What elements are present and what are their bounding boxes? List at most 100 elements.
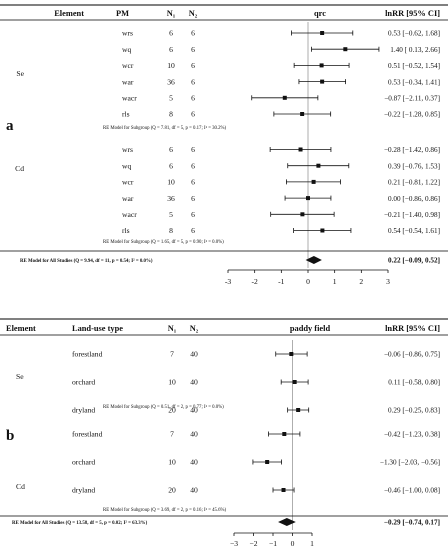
panel-b-cd-orchard-point — [265, 460, 270, 464]
panel-b-cd-dryland-point — [281, 488, 286, 492]
panel-a-cd-rls-label: rls — [122, 226, 130, 235]
panel-a-x-tick-label-3: 0 — [306, 277, 310, 286]
panel-a-se-wcr-point — [319, 63, 324, 68]
panel-a-header-plot: qrc — [314, 9, 326, 18]
panel-b-x-tick-label-0: −3 — [230, 539, 238, 548]
panel-b-cd-forestland-n2: 40 — [190, 430, 198, 439]
panel-a-header-n1: N₁ — [167, 9, 176, 18]
panel-a-cd-rls-ci-text: 0.54 [−0.54, 1.61] — [388, 227, 440, 235]
panel-a-cd-wacr-n2: 6 — [191, 210, 195, 219]
panel-a-se-war-label: war — [122, 77, 134, 86]
panel-a-se-wrs-n1: 6 — [169, 29, 173, 38]
panel-a-overall-diamond — [305, 256, 322, 264]
panel-a-header-ci: lnRR [95% CI] — [385, 9, 440, 18]
panel-a-cd-wrs-label: wrs — [122, 145, 133, 154]
panel-a-cd-wrs-n2: 6 — [191, 145, 195, 154]
panel-a-se-wrs-ci-text: 0.53 [−0.62, 1.68] — [388, 30, 440, 38]
panel-b-overall-diamond — [278, 518, 296, 526]
panel-a-se-wacr-point — [282, 95, 287, 100]
panel-a-group-label-cd: Cd — [15, 164, 24, 173]
panel-b-se-orchard-n2: 40 — [190, 378, 198, 387]
panel-a-x-tick-label-5: 2 — [359, 277, 363, 286]
panel-a-x-tick-label-2: -1 — [278, 277, 285, 286]
panel-a-cd-wrs-n1: 6 — [169, 145, 173, 154]
panel-b-header-plot: paddy field — [290, 324, 331, 333]
panel-a-group-label-se: Se — [16, 69, 24, 78]
panel-b-group-label-se: Se — [16, 372, 24, 381]
panel-b-se-orchard-label: orchard — [72, 378, 95, 387]
panel-b-x-tick-label-2: −1 — [269, 539, 277, 548]
panel-b-se-forestland-ci-text: −0.06 [−0.86, 0.75] — [384, 351, 440, 359]
panel-a-se-wacr-ci-text: −0.87 [−2.11, 0.37] — [384, 95, 440, 103]
panel-a-se-war-point — [320, 79, 325, 84]
panel-a-header-group: Element — [54, 9, 84, 18]
panel-b-se-forestland-point — [289, 352, 294, 356]
panel-a-se-wrs-label: wrs — [122, 29, 133, 38]
panel-a-se-wq-label: wq — [122, 45, 131, 54]
panel-a-x-tick-label-0: -3 — [225, 277, 232, 286]
panel-b-cd-forestland-label: forestland — [72, 430, 103, 439]
panel-a-cd-wq-ci-text: 0.39 [−0.76, 1.53] — [388, 162, 440, 170]
panel-a-cd-wrs-ci-text: −0.28 [−1.42, 0.86] — [384, 146, 440, 154]
panel-b-cd-orchard-n2: 40 — [190, 458, 198, 467]
panel-a-se-rls-n1: 8 — [169, 110, 173, 119]
panel-a-cd-wq-n1: 6 — [169, 161, 173, 170]
panel-a-cd-wq-label: wq — [122, 161, 131, 170]
panel-b-cd-orchard-label: orchard — [72, 458, 95, 467]
panel-a-se-wacr-label: wacr — [122, 94, 137, 103]
panel-a-cd-wacr-label: wacr — [122, 210, 137, 219]
panel-a-cd-wq-point — [316, 163, 321, 168]
panel-a-overall-label: RE Model for All Studies (Q = 9.94, df =… — [20, 258, 153, 264]
panel-b-cd-forestland-ci-text: −0.42 [−1.23, 0.38] — [384, 431, 440, 439]
panel-a-header-sub: PM — [116, 9, 129, 18]
panel-a-cd-war-point — [306, 196, 310, 201]
panel-a-cd-wacr-ci-text: −0.21 [−1.40, 0.98] — [384, 211, 440, 219]
panel-b-cd-dryland-n2: 40 — [190, 486, 198, 495]
panel-b-x-tick-label-4: 1 — [310, 539, 314, 548]
panel-a-label: a — [6, 118, 14, 134]
panel-a-cd-war-n2: 6 — [191, 194, 195, 203]
panel-a-header-n2: N₂ — [189, 9, 198, 18]
panel-b-header-n1: N₁ — [168, 324, 177, 333]
panel-b-se-orchard-n1: 10 — [168, 378, 176, 387]
panel-b-overall-ci-text: −0.29 [−0.74, 0.17] — [384, 519, 440, 527]
panel-a-cd-wcr-point — [311, 179, 316, 184]
panel-a-se-wcr-n1: 10 — [167, 61, 175, 70]
panel-a-se-wcr-label: wcr — [122, 61, 134, 70]
panel-b-cd-dryland-ci-text: −0.46 [−1.00, 0.08] — [384, 487, 440, 495]
panel-a-cd-war-label: war — [122, 194, 134, 203]
panel-a-overall-ci-text: 0.22 [−0.09, 0.52] — [388, 257, 440, 265]
panel-b-cd-forestland-point — [282, 432, 287, 436]
panel-a-se-wrs-n2: 6 — [191, 29, 195, 38]
panel-b-header-sub: Land-use type — [72, 324, 123, 333]
panel-a-subgroup-note-se: RE Model for Subgroup (Q = 7.81, df = 5,… — [103, 125, 227, 131]
panel-b-cd-orchard-n1: 10 — [168, 458, 176, 467]
panel-b-overall-label: RE Model for All Studies (Q = 13.58, df … — [12, 520, 148, 526]
panel-b-se-dryland-label: dryland — [72, 406, 95, 415]
panel-a-cd-rls-n2: 6 — [191, 226, 195, 235]
panel-b-cd-orchard-ci-text: −1.30 [−2.03, −0.56] — [380, 459, 440, 467]
panel-a-cd-wacr-n1: 5 — [169, 210, 173, 219]
panel-b-group-label-cd: Cd — [16, 482, 25, 491]
panel-a-se-wrs-point — [320, 31, 325, 35]
panel-a-se-rls-n2: 6 — [191, 110, 195, 119]
panel-b-cd-forestland-n1: 7 — [170, 430, 174, 439]
panel-a-cd-rls-n1: 8 — [169, 226, 173, 235]
panel-b-cd-dryland-label: dryland — [72, 486, 95, 495]
panel-b-se-forestland-label: forestland — [72, 350, 103, 359]
panel-a-cd-rls-point — [320, 228, 325, 233]
panel-a-se-war-n1: 36 — [167, 77, 175, 86]
panel-a-cd-wcr-n2: 6 — [191, 178, 195, 187]
panel-a-se-rls-ci-text: −0.22 [−1.28, 0.85] — [384, 111, 440, 119]
panel-a-cd-wacr-point — [300, 212, 305, 217]
panel-a-se-wacr-n2: 6 — [191, 94, 195, 103]
panel-a-subgroup-note-cd: RE Model for Subgroup (Q = 1.65, df = 5,… — [103, 239, 224, 245]
panel-a-se-wq-n1: 6 — [169, 45, 173, 54]
panel-b-subgroup-note-cd: RE Model for Subgroup (Q = 3.69, df = 2,… — [103, 507, 227, 513]
panel-b-header-n2: N₂ — [190, 324, 199, 333]
panel-a-se-wq-point — [343, 47, 348, 52]
panel-a-cd-wcr-ci-text: 0.21 [−0.81, 1.22] — [388, 179, 440, 187]
panel-a-se-rls-point — [300, 112, 305, 116]
panel-a-se-war-n2: 6 — [191, 77, 195, 86]
